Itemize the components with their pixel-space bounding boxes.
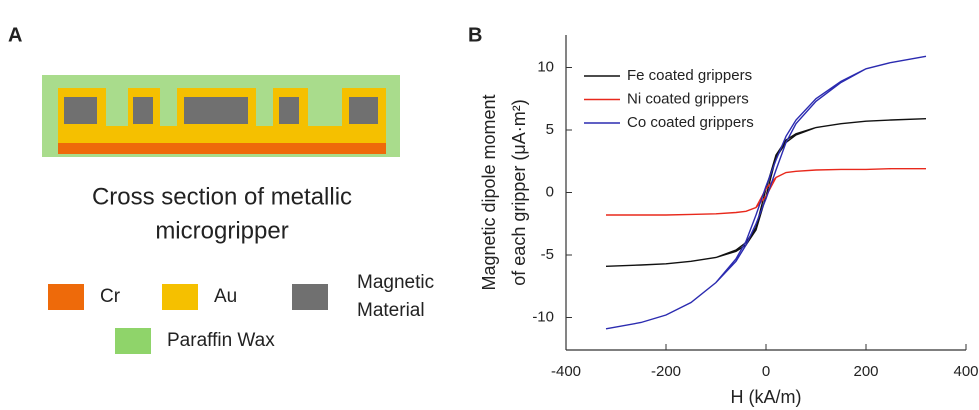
legend-label: Paraffin Wax [167,330,275,351]
y-tick-label: 10 [537,58,554,75]
x-tick-label: 200 [853,363,878,380]
cr-layer [58,143,386,154]
x-tick-label: -400 [551,363,581,380]
y-tick-label: -5 [541,246,554,263]
cross-section [42,75,400,157]
x-tick-label: -200 [651,363,681,380]
series-line [606,168,926,216]
series-line [605,55,927,330]
legend-label: Ni coated grippers [627,90,749,107]
magnet [133,97,153,124]
legend-label: Au [214,286,237,307]
y-axis-label: Magnetic dipole moment [479,94,499,290]
y-axis-label: of each gripper (μA·m²) [509,99,529,285]
legend-label: Material [357,300,425,321]
caption: microgripper [155,217,288,244]
legend-label: Cr [100,286,121,307]
legend-swatch [292,284,328,310]
y-tick-label: -10 [532,308,554,325]
legend-label: Fe coated grippers [627,67,752,84]
magnet [349,97,378,124]
caption: Cross section of metallic [92,183,352,210]
legend-swatch [48,284,84,310]
series-line [605,118,927,267]
panel-label: A [8,24,22,46]
x-axis-label: H (kA/m) [731,387,802,407]
legend-swatch [162,284,198,310]
x-tick-label: 400 [953,363,978,380]
y-tick-label: 0 [546,183,554,200]
legend-swatch [115,328,151,354]
magnet [279,97,299,124]
magnet [64,97,97,124]
y-tick-label: 5 [546,121,554,138]
magnet [184,97,248,124]
legend-label: Magnetic [357,272,434,293]
x-tick-label: 0 [762,363,770,380]
panel-label: B [468,24,482,46]
legend-label: Co coated grippers [627,114,754,131]
